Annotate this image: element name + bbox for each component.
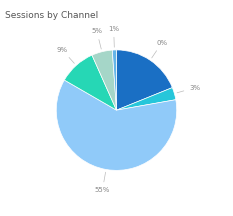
Wedge shape xyxy=(56,80,177,170)
Text: Sessions by Channel: Sessions by Channel xyxy=(5,11,98,20)
Text: 9%: 9% xyxy=(56,47,74,63)
Text: 55%: 55% xyxy=(95,172,110,193)
Wedge shape xyxy=(116,50,172,110)
Wedge shape xyxy=(112,50,116,110)
Wedge shape xyxy=(116,88,176,110)
Wedge shape xyxy=(64,55,116,110)
Text: 3%: 3% xyxy=(177,85,200,93)
Text: 5%: 5% xyxy=(91,28,102,49)
Text: 1%: 1% xyxy=(108,26,119,47)
Text: 0%: 0% xyxy=(152,40,168,58)
Wedge shape xyxy=(92,50,116,110)
